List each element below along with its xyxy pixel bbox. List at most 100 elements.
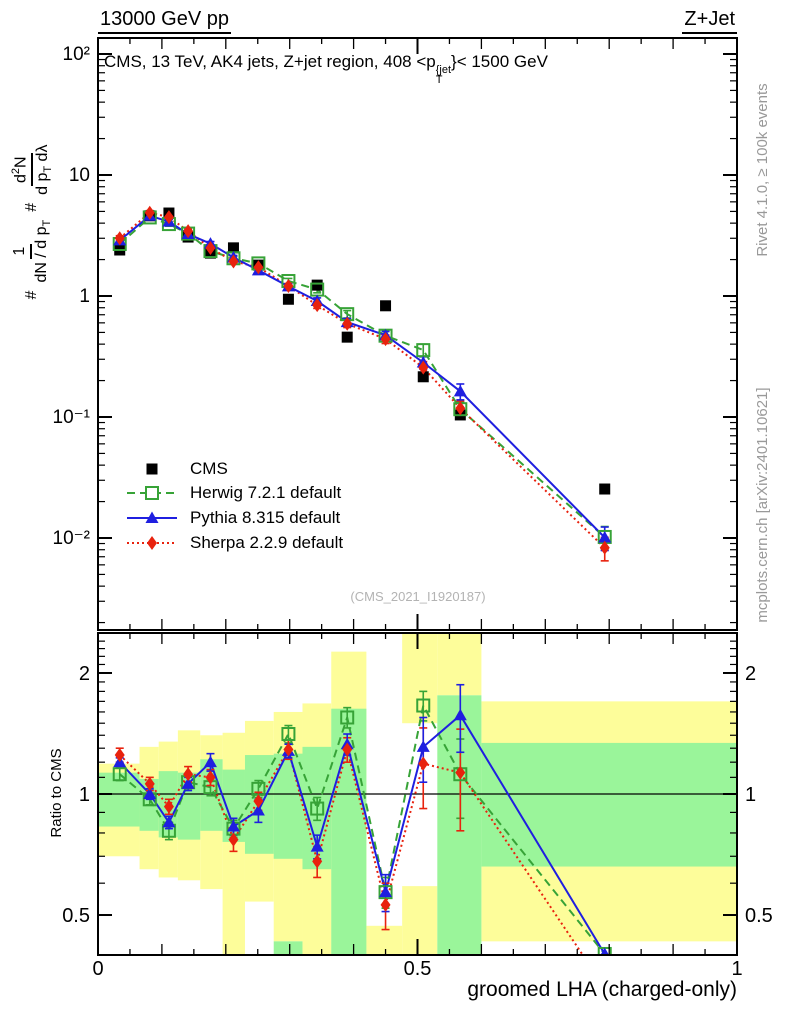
herwig-ratio-point bbox=[416, 698, 431, 713]
main-y-tick-label: 10⁻¹ bbox=[53, 407, 91, 428]
analysis-title: CMS, 13 TeV, AK4 jets, Z+jet region, 408… bbox=[104, 52, 548, 86]
pythia-ratio-point bbox=[226, 820, 240, 832]
legend-label-cms: CMS bbox=[190, 459, 228, 478]
x-tick-label: 1 bbox=[731, 958, 742, 980]
sherpa-point bbox=[163, 210, 174, 225]
band-total-unc bbox=[402, 633, 438, 724]
pythia-ratio-point bbox=[162, 815, 176, 828]
ratio-y-tick-label-left: 1 bbox=[79, 784, 90, 806]
sherpa-ratio-point bbox=[342, 742, 353, 757]
watermark: (CMS_2021_I1920187) bbox=[350, 589, 486, 604]
frac1-denominator: dN / d pT bbox=[32, 219, 54, 283]
herwig-ratio-point bbox=[340, 710, 355, 725]
sherpa-main-line bbox=[119, 211, 606, 549]
beam-title: 13000 GeV pp bbox=[98, 8, 231, 34]
analysis-title-post: }< 1500 GeV bbox=[451, 52, 548, 71]
x-tick-label: 0.5 bbox=[404, 958, 432, 980]
pythia-ratio-point bbox=[379, 885, 393, 898]
frac1-numerator: 1 bbox=[10, 243, 32, 259]
sherpa-point bbox=[283, 278, 294, 293]
ratio-y-axis-label: Ratio to CMS bbox=[48, 748, 65, 838]
cms-data-point bbox=[311, 279, 323, 291]
process-title: Z+Jet bbox=[682, 8, 737, 34]
cms-data-point bbox=[341, 331, 353, 343]
axis-tick-labels: 10² 10 1 10⁻¹ 10⁻² 2 2 1 1 0.5 0.5 0 0.5 1 bbox=[53, 44, 773, 980]
pythia-ratio-point bbox=[251, 803, 265, 816]
legend-markers bbox=[127, 463, 177, 550]
pythia-ratio-point bbox=[143, 787, 157, 799]
sherpa-point bbox=[312, 298, 323, 313]
main-y-tick-label: 10² bbox=[63, 44, 90, 65]
ratio-series bbox=[112, 683, 612, 955]
x-axis-label: groomed LHA (charged-only) bbox=[467, 978, 737, 1001]
ratio-uncertainty-bands bbox=[98, 633, 737, 955]
fraction-d2n: d2N d pT dλ bbox=[9, 142, 55, 198]
sherpa-ratio-point bbox=[253, 794, 264, 809]
sherpa-point bbox=[342, 316, 353, 331]
band-stat-unc bbox=[437, 695, 482, 955]
hash-symbol: # bbox=[23, 290, 40, 300]
main-y-tick-label: 10⁻² bbox=[53, 528, 91, 549]
frac2-numerator: d2N bbox=[9, 153, 34, 187]
pythia-point bbox=[598, 530, 612, 543]
herwig-ratio-point bbox=[281, 727, 296, 742]
sherpa-ratio-point bbox=[228, 832, 239, 847]
sherpa-point bbox=[418, 360, 429, 375]
legend-label-sherpa: Sherpa 2.2.9 default bbox=[190, 533, 344, 552]
ratio-y-tick-label-left: 0.5 bbox=[62, 905, 90, 927]
frac2-denominator: d pT dλ bbox=[34, 144, 55, 195]
band-stat-unc bbox=[98, 772, 140, 827]
sherpa-ratio-point bbox=[114, 748, 125, 763]
ratio-y-tick-label-right: 2 bbox=[745, 663, 756, 685]
sherpa-ratio-point bbox=[418, 756, 429, 771]
analysis-title-pre: CMS, 13 TeV, AK4 jets, Z+jet region, 408… bbox=[104, 52, 436, 71]
cms-legend-marker bbox=[146, 463, 158, 475]
pythia-ratio-point bbox=[453, 708, 467, 721]
pythia-ratio-point bbox=[600, 947, 609, 955]
pythia-ratio-point bbox=[181, 777, 195, 789]
cms-data-point bbox=[380, 300, 392, 312]
sherpa-ratio-point bbox=[455, 765, 466, 780]
ratio-y-tick-label-right: 0.5 bbox=[745, 905, 773, 927]
pythia-point bbox=[453, 384, 467, 397]
band-total-unc bbox=[437, 633, 482, 696]
cms-data-point bbox=[417, 371, 429, 383]
sherpa-point bbox=[144, 205, 155, 220]
legend-label-pythia: Pythia 8.315 default bbox=[190, 508, 341, 527]
band-stat-unc bbox=[273, 941, 303, 955]
mcplots-arxiv-note: mcplots.cern.ch [arXiv:2401.10621] bbox=[754, 387, 771, 623]
legend-label-herwig: Herwig 7.2.1 default bbox=[190, 483, 342, 502]
main-y-tick-label: 10 bbox=[69, 165, 90, 186]
sherpa-point bbox=[253, 260, 264, 275]
herwig-ratio-point bbox=[112, 767, 127, 782]
hash-symbol-2: # bbox=[23, 202, 40, 212]
herwig-ratio-point bbox=[310, 801, 325, 816]
pythia-legend-marker bbox=[145, 511, 159, 523]
sherpa-ratio-point bbox=[380, 897, 391, 912]
pt-superscript: {jet bbox=[435, 64, 452, 76]
fraction-one-over-dndpt: 1 dN / d pT bbox=[10, 217, 54, 286]
cms-data-point bbox=[227, 242, 239, 254]
rivet-version-note: Rivet 4.1.0, ≥ 100k events bbox=[754, 83, 771, 257]
pt-supsub: {jet T bbox=[435, 64, 452, 86]
sherpa-legend-marker bbox=[147, 536, 157, 550]
pythia-ratio-point bbox=[203, 755, 217, 768]
sherpa-point bbox=[228, 254, 239, 269]
cms-data-point bbox=[282, 293, 294, 305]
sherpa-ratio-point bbox=[163, 799, 174, 814]
band-stat-unc bbox=[481, 742, 737, 867]
sherpa-ratio-point bbox=[183, 767, 194, 782]
pythia-ratio-point bbox=[416, 740, 430, 752]
pythia-ratio-point bbox=[310, 840, 324, 852]
sherpa-point bbox=[114, 231, 125, 246]
band-stat-unc bbox=[177, 772, 201, 840]
band-total-unc bbox=[366, 925, 403, 955]
cms-data-point bbox=[599, 483, 611, 495]
band-total-unc bbox=[402, 886, 438, 955]
main-series bbox=[112, 205, 612, 562]
x-tick-label: 0 bbox=[92, 958, 103, 980]
ratio-y-tick-label-right: 1 bbox=[745, 784, 756, 806]
ratio-y-tick-label-left: 2 bbox=[79, 663, 90, 685]
